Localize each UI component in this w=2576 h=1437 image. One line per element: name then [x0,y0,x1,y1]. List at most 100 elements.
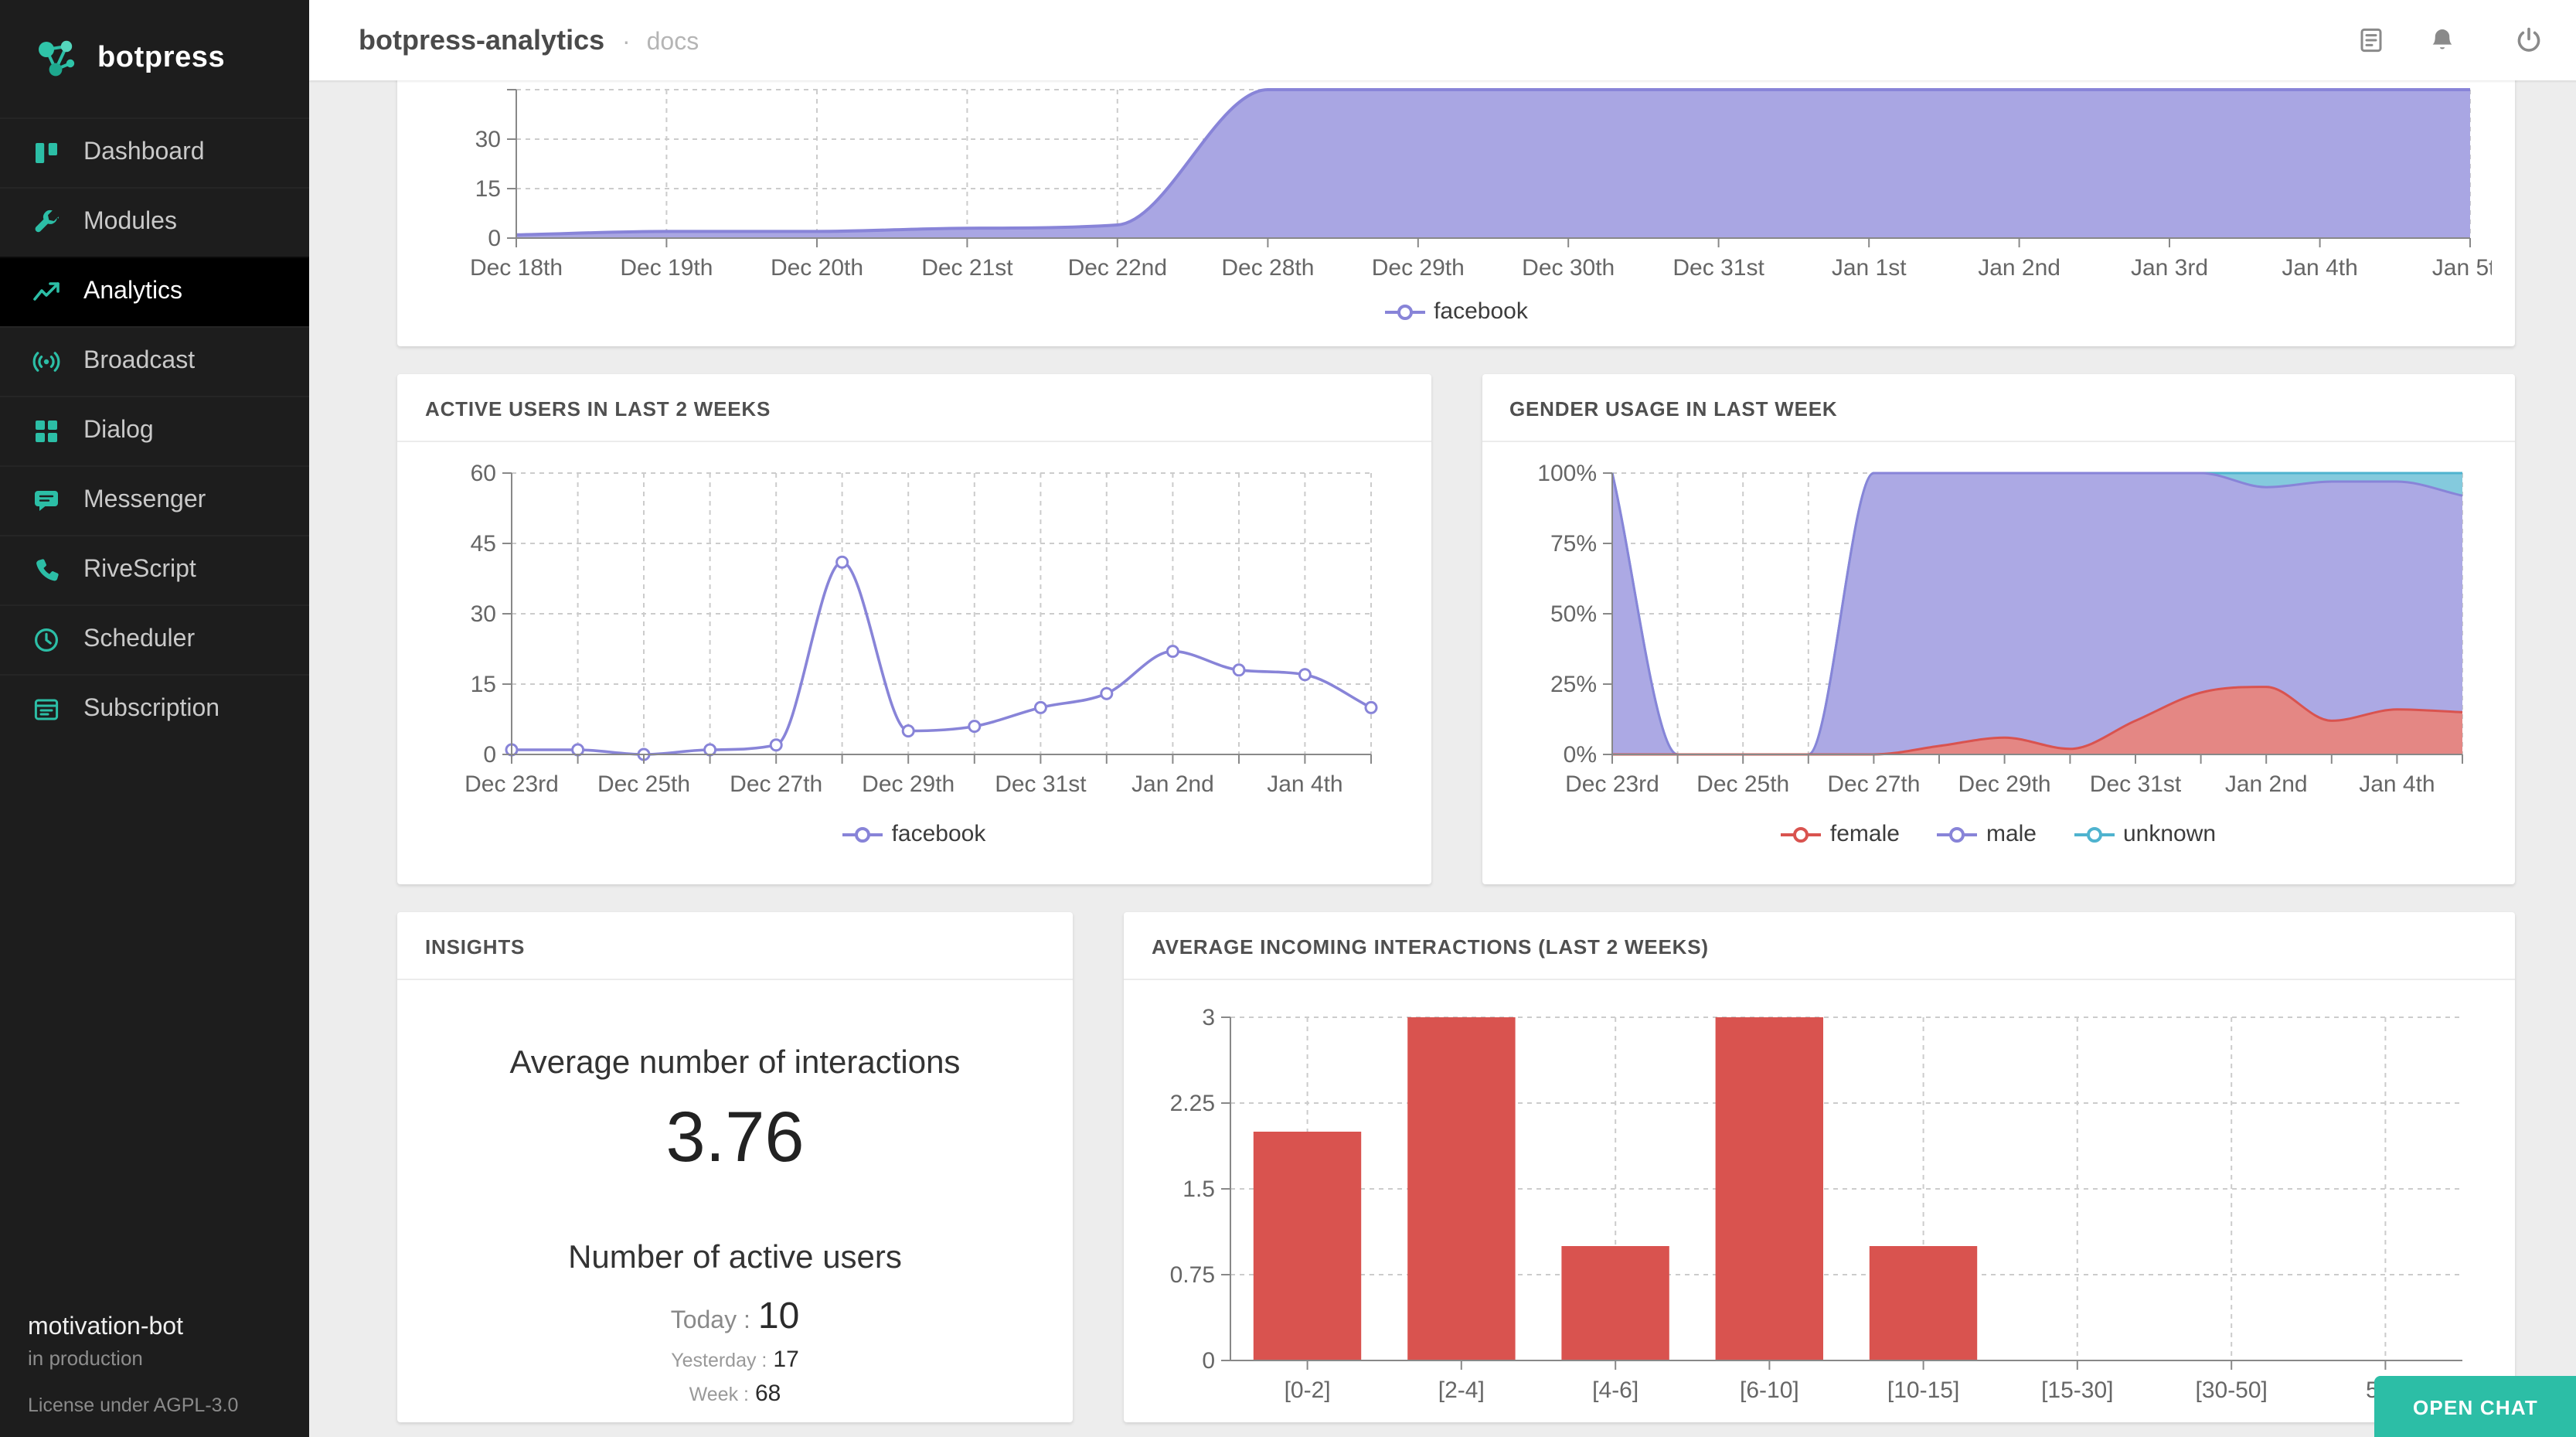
legend-label: unknown [2123,821,2217,847]
svg-text:Dec 30th: Dec 30th [1522,255,1615,281]
active-users-label: Number of active users [568,1240,902,1275]
gender_usage-svg: 0% 25% 50% 75% 100% Dec 23rd Dec 25th Dec 27th D… [1537,461,2463,797]
svg-text:Dec 29th: Dec 29th [1958,771,2050,797]
avg-interactions-label: Average number of interactions [509,1045,961,1081]
topbar: botpress-analytics · docs [309,0,2576,80]
svg-text:Dec 25th: Dec 25th [1696,771,1789,797]
bot-environment: in production [28,1347,143,1370]
svg-text:0%: 0% [1563,742,1596,768]
brand-name: botpress [97,42,226,74]
legend-label: female [1829,821,1900,847]
svg-text:Dec 23rd: Dec 23rd [1565,771,1659,797]
svg-text:Jan 4th: Jan 4th [2282,255,2357,281]
license-text: License under AGPL-3.0 [28,1394,239,1416]
today-stat: Today : 10 [428,1296,1042,1339]
bot-name: motivation-bot [28,1314,183,1340]
sidebar-nav: Dashboard Modules Analytics Broadcast Dialog… [0,117,309,744]
sidebar-item-dialog[interactable]: Dialog [0,396,309,465]
svg-text:30: 30 [475,127,501,152]
svg-text:Dec 27th: Dec 27th [730,771,823,797]
svg-text:[30-50]: [30-50] [2195,1377,2267,1403]
legend-item-male[interactable]: male [1936,821,2037,847]
svg-text:15: 15 [471,672,496,697]
breadcrumb: botpress-analytics · docs [359,24,699,56]
svg-text:[6-10]: [6-10] [1740,1377,1799,1403]
docs-link[interactable]: docs [646,29,699,55]
legend-item-facebook[interactable]: facebook [842,821,985,847]
rivescript-icon [31,557,62,584]
svg-text:Jan 4th: Jan 4th [1268,771,1343,797]
svg-text:0: 0 [484,742,497,768]
legend-series-icon [1780,826,1821,842]
bar-3 [1715,1017,1823,1360]
title-separator: · [622,29,631,55]
svg-text:30: 30 [471,601,496,627]
legend-series-icon [1936,826,1977,842]
legend-series-icon [842,826,883,842]
svg-text:1.5: 1.5 [1183,1177,1215,1202]
svg-text:Dec 21st: Dec 21st [921,255,1013,281]
svg-text:[0-2]: [0-2] [1285,1377,1331,1403]
dashboard-content: 0 15 30 Dec 18th Dec 19th Dec 20th Dec 21st Dec… [309,80,2576,1437]
interactions-card: AVERAGE INCOMING INTERACTIONS (LAST 2 WE… [1124,912,2515,1422]
legend-item-female[interactable]: female [1780,821,1900,847]
interactions-bar-chart: 0 0.75 1.5 2.25 3 [0-2] [2-4] [4-6] [6-10] [10-15… [1124,980,2515,1416]
svg-text:75%: 75% [1550,531,1596,557]
total-users-chart: 0 15 30 Dec 18th Dec 19th Dec 20th Dec 21st Dec… [419,80,2493,294]
sidebar-item-label: Broadcast [83,348,196,374]
svg-text:[4-6]: [4-6] [1592,1377,1638,1403]
svg-text:60: 60 [471,461,496,486]
sidebar-item-modules[interactable]: Modules [0,187,309,257]
sidebar-item-analytics[interactable]: Analytics [0,257,309,326]
sidebar-item-broadcast[interactable]: Broadcast [0,326,309,396]
svg-text:Jan 1st: Jan 1st [1832,255,1907,281]
sidebar-item-messenger[interactable]: Messenger [0,465,309,535]
total-users-legend: facebook [419,294,2493,337]
week-value: 68 [754,1381,781,1407]
svg-text:[2-4]: [2-4] [1438,1377,1485,1403]
power-icon[interactable] [2503,14,2555,66]
sidebar-item-scheduler[interactable]: Scheduler [0,604,309,674]
active-users-legend: facebook [397,816,1431,860]
svg-text:15: 15 [475,176,501,202]
sidebar-item-dashboard[interactable]: Dashboard [0,117,309,187]
legend-label: facebook [1434,298,1528,325]
sidebar-item-label: Dialog [83,417,154,444]
main-area: botpress-analytics · docs 0 15 30 Dec 18th D… [309,0,2576,1437]
gender-usage-chart: 0% 25% 50% 75% 100% Dec 23rd Dec 25th Dec 27th D… [1482,442,2515,816]
brand-logo[interactable]: botpress [0,0,309,117]
svg-text:Dec 18th: Dec 18th [470,255,563,281]
svg-text:Jan 4th: Jan 4th [2359,771,2435,797]
svg-text:Dec 31st: Dec 31st [995,771,1087,797]
legend-item-facebook[interactable]: facebook [1384,298,1528,325]
total_users-svg: 0 15 30 Dec 18th Dec 19th Dec 20th Dec 21st Dec… [470,87,2492,281]
sidebar-item-rivescript[interactable]: RiveScript [0,535,309,604]
bottom-row: INSIGHTS Average number of interactions … [397,912,2515,1422]
bar-4 [1869,1246,1978,1360]
interactions-card-title: AVERAGE INCOMING INTERACTIONS (LAST 2 WE… [1124,912,2515,980]
logs-icon[interactable] [2345,14,2397,66]
dashboard-icon [31,139,62,167]
scheduler-icon [31,626,62,654]
svg-text:Dec 31st: Dec 31st [2089,771,2181,797]
bell-icon[interactable] [2416,14,2469,66]
sidebar-item-label: Analytics [83,278,183,305]
active_users-svg: 0 15 30 45 60 Dec 23rd Dec 25th Dec 27th Dec 29t… [465,461,1378,797]
yesterday-label: Yesterday : [671,1350,767,1371]
bar-0 [1253,1132,1362,1360]
bar-2 [1561,1246,1669,1360]
week-label: Week : [689,1384,749,1405]
legend-label: male [1986,821,2037,847]
open-chat-button[interactable]: OPEN CHAT [2374,1376,2576,1437]
svg-text:25%: 25% [1550,672,1596,697]
insights-card: INSIGHTS Average number of interactions … [397,912,1073,1422]
gender-usage-card: GENDER USAGE IN LAST WEEK 0% 25% 50% 75% 100… [1482,374,2515,884]
analytics-icon [31,278,62,306]
avg-interactions-value: 3.76 [665,1096,805,1177]
svg-text:Dec 23rd: Dec 23rd [465,771,560,797]
svg-text:Jan 2nd: Jan 2nd [1132,771,1215,797]
legend-item-unknown[interactable]: unknown [2074,821,2216,847]
dialog-icon [31,417,62,445]
sidebar-item-subscription[interactable]: Subscription [0,674,309,744]
